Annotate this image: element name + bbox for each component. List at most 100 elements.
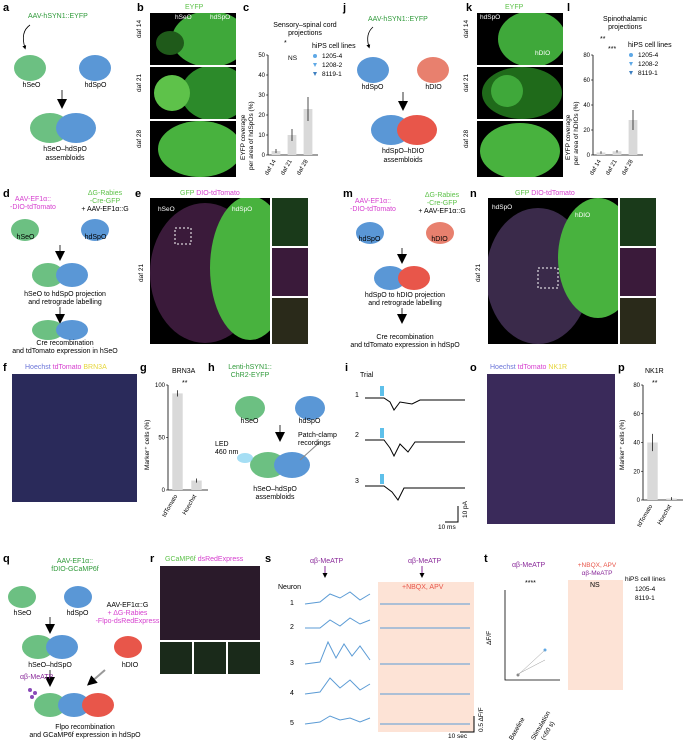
x-tick-label: daf 28 (296, 158, 310, 176)
x-tick-label: daf 14 (589, 158, 603, 176)
bar (287, 135, 297, 155)
label-hdspo: hdSpO (298, 418, 321, 425)
virus1-label: AAV-EF1α:: (14, 196, 52, 203)
neuron-number: 2 (290, 624, 294, 631)
virus2-label: ΔG-Rabies (424, 192, 460, 199)
virus-label: AAV-hSYN1::EYFP (28, 13, 88, 20)
bar (612, 151, 622, 155)
result-label: hdSpO–hDIO (381, 148, 425, 155)
scale-y: 10 pA (462, 501, 469, 518)
chart-title: Spinothalamic (603, 16, 647, 23)
y-tick-label: 0 (262, 153, 266, 159)
inset-n2 (620, 248, 656, 296)
label-hdspo: hdSpO (84, 234, 107, 241)
micrograph-k1 (477, 13, 563, 65)
schematic-a (14, 24, 111, 143)
sig-ns: NS (288, 55, 298, 62)
panel-label-b: b (137, 2, 144, 14)
panel-label-p: p (618, 362, 625, 374)
block-region (378, 582, 474, 732)
panel-label-n: n (470, 188, 477, 200)
micrograph-k3 (477, 121, 563, 177)
x-tick-label: daf 21 (605, 158, 619, 176)
micrograph-b2 (150, 67, 236, 119)
panel-label-g: g (140, 362, 147, 374)
label-hseo: hSeO (22, 82, 41, 89)
result-label-2: assembloids (255, 494, 295, 501)
row-label: daf 14 (136, 19, 143, 38)
schematic-h (235, 396, 325, 478)
row-label: daf 14 (463, 19, 470, 38)
panel-label-c: c (243, 2, 250, 14)
bar-chart-l: 0 20 40 60 80 daf 14 daf 21 daf 28 (583, 53, 643, 176)
y-tick-label: 20 (633, 469, 640, 475)
virus1-label-b: fDIO-GCaMP6f (51, 566, 99, 573)
x-tick-label: daf 28 (621, 158, 635, 176)
step-label-2: and GCaMP6f expression in hdSpO (29, 732, 141, 739)
step2-label: Cre recombination (36, 340, 94, 347)
row-label: daf 28 (136, 129, 143, 148)
panel-label-h: h (208, 362, 215, 374)
led-label: LED (215, 441, 229, 448)
x-tick-label: Hoechst (182, 494, 198, 516)
legend-entry: 1205-4 (635, 586, 656, 593)
row-label: daf 21 (463, 73, 470, 92)
micrograph-b1 (150, 13, 236, 65)
drug-label: αβ-MeATP (408, 558, 442, 565)
x-tick-label: Hoechst (657, 504, 673, 526)
sig-star: *** (608, 46, 617, 53)
chart-title: Sensory–spinal cord (273, 22, 337, 29)
panel-label-a: a (3, 2, 10, 14)
neuron-label: Neuron (278, 584, 301, 591)
virus1-label-b: -DIO-tdTomato (350, 206, 396, 213)
chart-title: αβ-MeATP (512, 562, 546, 569)
label-hdspo: hdSpO (492, 204, 513, 211)
virus2-label-b: -Cre-GFP (426, 200, 458, 207)
micrograph-title: EYFP (505, 4, 524, 11)
sig-star: **** (525, 580, 536, 587)
trial-number: 2 (355, 432, 359, 439)
y-tick-label: 20 (583, 128, 590, 134)
schematic-m (356, 222, 454, 324)
label-hseo: hSeO (13, 610, 32, 617)
trace-plot-i (365, 386, 465, 523)
micrograph-f (12, 374, 137, 502)
bar-chart-c: 0 10 20 30 40 50 daf 14 daf 21 daf 28 (258, 53, 318, 176)
micrograph-b3 (150, 121, 236, 177)
label-hdio: hDIO (425, 84, 442, 91)
chart-title: NK1R (645, 368, 664, 375)
panel-label-q: q (3, 553, 10, 565)
inset-e1 (272, 198, 308, 246)
row-label: daf 21 (475, 263, 482, 282)
bar (647, 442, 658, 500)
virus-label: Lenti-hSYN1:: (228, 364, 272, 371)
trial-number: 3 (355, 478, 359, 485)
step-label: Flpo recombination (55, 724, 115, 731)
x-tick-label: tdTomato (637, 503, 655, 528)
label-hdspo: hdSpO (66, 610, 89, 617)
row-label: daf 21 (138, 263, 145, 282)
result-label: hSeO–hdSpO (253, 486, 297, 493)
micrograph-r (160, 566, 260, 640)
virus-label: AAV-hSYN1::EYFP (368, 16, 428, 23)
sig-star: ** (600, 36, 606, 43)
label-hdio: hDIO (575, 212, 591, 219)
label-hseo: hSeO (16, 234, 35, 241)
label-hdspo: hdSpO (210, 14, 231, 21)
schematic-j (357, 26, 449, 145)
block-region (568, 580, 623, 690)
panel-label-r: r (150, 553, 155, 565)
y-axis-label: EYFP coverage (240, 114, 247, 160)
y-tick-label: 30 (258, 93, 265, 99)
x-tick-label: daf 14 (264, 158, 278, 176)
virus2-label-c: -Flpo-dsRedExpress (95, 618, 160, 625)
legend-entry: 8119-1 (638, 70, 658, 77)
inset-e2 (272, 248, 308, 296)
label-hdio: hDIO (121, 662, 139, 669)
virus2-label: AAV-EF1α::G (106, 602, 149, 609)
x-tick: Baseline (508, 716, 527, 742)
panel-label-l: l (567, 2, 571, 14)
trial-number: 1 (355, 392, 359, 399)
trial-title: Trial (360, 372, 374, 379)
legend-entry: 8119-1 (635, 595, 655, 602)
